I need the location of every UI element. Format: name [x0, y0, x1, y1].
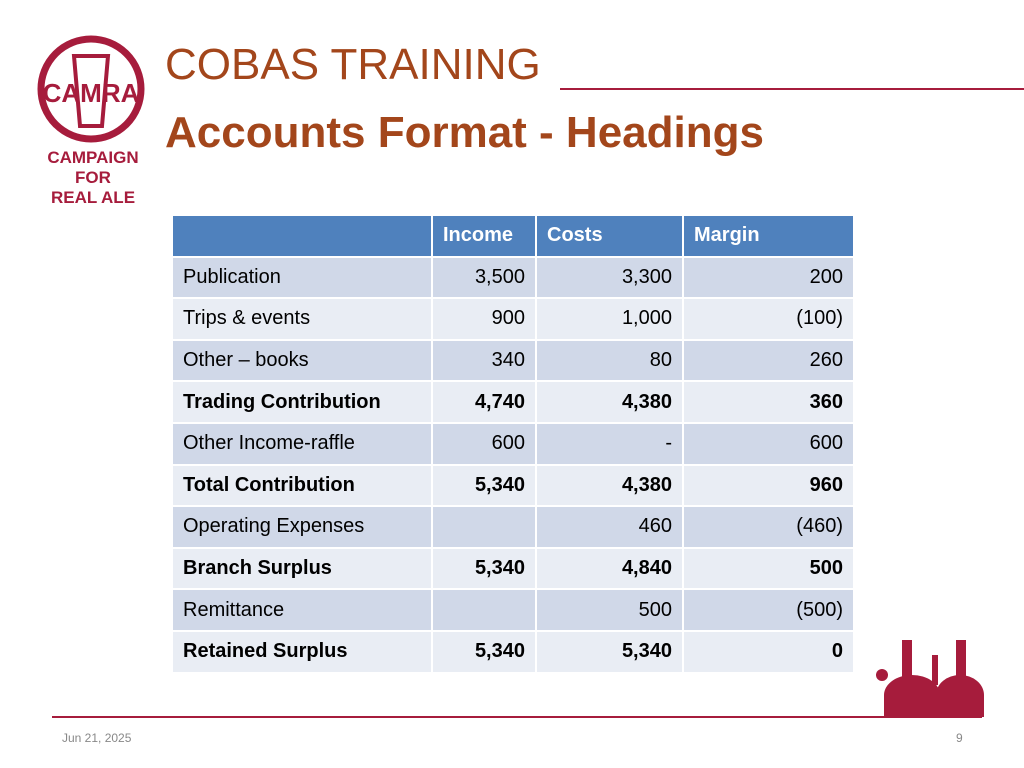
logo-ring [37, 35, 145, 143]
table-cell: 1,000 [535, 297, 684, 341]
rule [52, 716, 982, 718]
table-row: Branch Surplus 5,340 4,840 500 [171, 546, 855, 591]
row-label: Operating Expenses [171, 505, 433, 549]
table-cell: 200 [682, 255, 855, 300]
logo-glass [71, 54, 111, 128]
row-label: Other Income-raffle [171, 421, 433, 466]
table-row: Total Contribution 5,340 4,380 960 [171, 463, 855, 508]
table-cell: 5,340 [431, 546, 537, 591]
logo: CAMRA CAMPAIGN FOR REAL ALE [37, 35, 145, 207]
table-cell: - [535, 421, 684, 466]
table-cell: 3,300 [535, 255, 684, 300]
row-label: Remittance [171, 588, 433, 632]
brewery-icon [876, 640, 984, 717]
table-cell: 340 [431, 338, 537, 383]
table-cell: 500 [535, 588, 684, 632]
table-cell: (500) [682, 588, 855, 632]
table-row: Remittance 500 (500) [171, 588, 855, 632]
table-cell: 3,500 [431, 255, 537, 300]
rule [560, 88, 1024, 90]
table-cell: 5,340 [431, 463, 537, 508]
footer-date: Jun 21, 2025 [62, 731, 132, 745]
table-cell [431, 588, 537, 632]
logo-line: CAMPAIGN [47, 148, 138, 167]
table-cell: 900 [431, 297, 537, 341]
table-cell: 600 [682, 421, 855, 466]
table-cell: 460 [535, 505, 684, 549]
slide-subtitle: Accounts Format - Headings [165, 108, 764, 157]
row-label: Retained Surplus [171, 629, 433, 674]
header-cell [171, 214, 433, 258]
table-row: Operating Expenses 460 (460) [171, 505, 855, 549]
table-cell: 80 [535, 338, 684, 383]
logo-mark: CAMRA [43, 78, 140, 108]
row-label: Trips & events [171, 297, 433, 341]
table-cell: 360 [682, 380, 855, 424]
table-cell: 4,380 [535, 380, 684, 424]
table-row: Retained Surplus 5,340 5,340 0 [171, 629, 855, 674]
table-row: Trading Contribution 4,740 4,380 360 [171, 380, 855, 424]
header-cell: Income [431, 214, 537, 258]
logo-line: FOR [75, 168, 111, 187]
header-cell: Costs [535, 214, 684, 258]
table-cell: 500 [682, 546, 855, 591]
table-cell: 260 [682, 338, 855, 383]
page-number: 9 [956, 731, 963, 745]
table-cell: 5,340 [431, 629, 537, 674]
row-label: Publication [171, 255, 433, 300]
table-row: Other – books 340 80 260 [171, 338, 855, 383]
table-cell: 5,340 [535, 629, 684, 674]
table-cell: 4,740 [431, 380, 537, 424]
slide-title: COBAS TRAINING [165, 40, 541, 89]
row-label: Branch Surplus [171, 546, 433, 591]
table-row: Other Income-raffle 600-600 [171, 421, 855, 466]
table-row: Trips & events 900 1,000 (100) [171, 297, 855, 341]
accounts-table: Income Costs Margin Publication 3,500 3,300 2… [171, 214, 855, 674]
row-label: Trading Contribution [171, 380, 433, 424]
table-cell: 4,840 [535, 546, 684, 591]
table-cell: 4,380 [535, 463, 684, 508]
table-cell: (460) [682, 505, 855, 549]
table-cell: 0 [682, 629, 855, 674]
table-cell [431, 505, 537, 549]
row-label: Total Contribution [171, 463, 433, 508]
table-cell: (100) [682, 297, 855, 341]
logo-line: REAL ALE [51, 188, 135, 207]
row-label: Other – books [171, 338, 433, 383]
header-cell: Margin [682, 214, 855, 258]
table-cell: 600 [431, 421, 537, 466]
table-row: Publication 3,500 3,300 200 [171, 255, 855, 300]
header-row: Income Costs Margin [171, 214, 855, 258]
table-cell: 960 [682, 463, 855, 508]
